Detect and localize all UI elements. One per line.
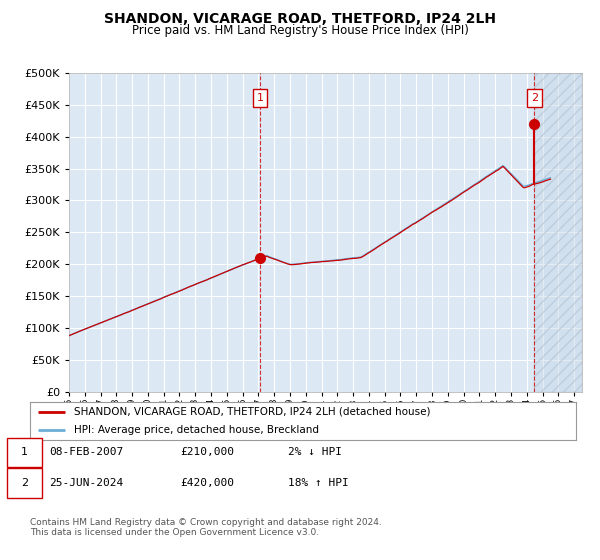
Text: £210,000: £210,000 bbox=[180, 447, 234, 458]
Text: £420,000: £420,000 bbox=[180, 478, 234, 488]
Text: Contains HM Land Registry data © Crown copyright and database right 2024.
This d: Contains HM Land Registry data © Crown c… bbox=[30, 518, 382, 538]
Text: SHANDON, VICARAGE ROAD, THETFORD, IP24 2LH (detached house): SHANDON, VICARAGE ROAD, THETFORD, IP24 2… bbox=[74, 407, 430, 417]
Text: SHANDON, VICARAGE ROAD, THETFORD, IP24 2LH: SHANDON, VICARAGE ROAD, THETFORD, IP24 2… bbox=[104, 12, 496, 26]
Text: 2% ↓ HPI: 2% ↓ HPI bbox=[288, 447, 342, 458]
Text: Price paid vs. HM Land Registry's House Price Index (HPI): Price paid vs. HM Land Registry's House … bbox=[131, 24, 469, 37]
Bar bbox=[535, 73, 582, 392]
Text: 25-JUN-2024: 25-JUN-2024 bbox=[49, 478, 124, 488]
Text: 18% ↑ HPI: 18% ↑ HPI bbox=[288, 478, 349, 488]
Text: 1: 1 bbox=[256, 94, 263, 104]
Text: HPI: Average price, detached house, Breckland: HPI: Average price, detached house, Brec… bbox=[74, 425, 319, 435]
Text: 1: 1 bbox=[21, 447, 28, 458]
Text: 08-FEB-2007: 08-FEB-2007 bbox=[49, 447, 124, 458]
Text: 2: 2 bbox=[531, 94, 538, 104]
Text: 2: 2 bbox=[21, 478, 28, 488]
